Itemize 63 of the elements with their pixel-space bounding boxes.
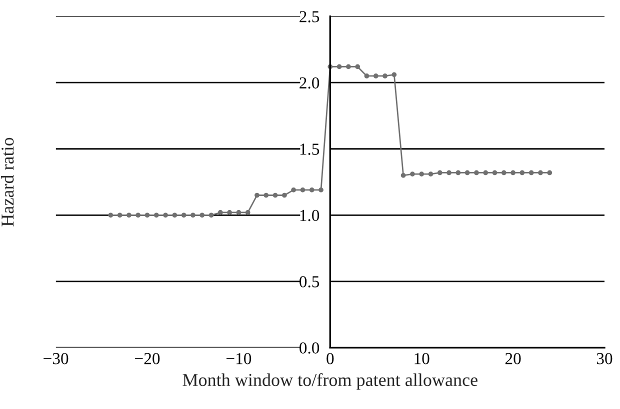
x-tick-label: −10 bbox=[226, 352, 252, 364]
point bbox=[510, 170, 516, 176]
point bbox=[419, 172, 424, 176]
y-tick-label: 1.0 bbox=[300, 210, 320, 222]
point bbox=[336, 64, 342, 70]
point bbox=[464, 170, 470, 176]
x-axis-title: Month window to/from patent allowance bbox=[182, 373, 478, 390]
point bbox=[318, 188, 324, 192]
point bbox=[428, 172, 434, 176]
point bbox=[108, 212, 114, 218]
point bbox=[117, 212, 122, 218]
point bbox=[218, 210, 223, 215]
point bbox=[520, 170, 525, 176]
point bbox=[291, 188, 296, 192]
point bbox=[456, 170, 461, 176]
point bbox=[446, 170, 452, 176]
point bbox=[144, 212, 150, 218]
point bbox=[227, 210, 232, 215]
point bbox=[136, 212, 141, 218]
point bbox=[154, 212, 159, 218]
point bbox=[172, 212, 178, 218]
point bbox=[538, 170, 543, 176]
point bbox=[355, 64, 360, 70]
point bbox=[254, 192, 260, 198]
y-tick-label: 2.0 bbox=[300, 77, 320, 89]
point bbox=[410, 172, 415, 176]
point bbox=[190, 212, 196, 218]
point bbox=[245, 210, 250, 215]
point bbox=[382, 74, 388, 78]
point bbox=[364, 74, 370, 78]
point bbox=[126, 212, 132, 218]
point bbox=[400, 172, 406, 178]
point bbox=[437, 170, 442, 176]
y-axis-title: Hazard ratio bbox=[1, 138, 14, 226]
y-tick-label: 2.5 bbox=[300, 11, 320, 22]
x-tick-label: 10 bbox=[414, 352, 430, 364]
point bbox=[181, 212, 186, 218]
x-tick-label: −30 bbox=[44, 352, 68, 364]
point bbox=[236, 210, 242, 215]
x-tick-label: −20 bbox=[135, 352, 160, 364]
x-tick-label: 0 bbox=[326, 352, 334, 364]
point bbox=[547, 170, 552, 176]
point bbox=[528, 170, 534, 176]
point bbox=[474, 170, 479, 176]
point bbox=[373, 74, 378, 78]
point bbox=[346, 64, 351, 70]
point bbox=[264, 192, 269, 198]
point bbox=[483, 170, 488, 176]
y-tick-label: 0.5 bbox=[300, 276, 320, 288]
point bbox=[272, 192, 278, 198]
point bbox=[282, 192, 287, 198]
point bbox=[392, 72, 397, 78]
point bbox=[309, 188, 314, 192]
point bbox=[501, 170, 506, 176]
x-tick-label: 30 bbox=[596, 352, 612, 364]
y-tick-label: 0.0 bbox=[300, 342, 320, 354]
point bbox=[200, 212, 205, 218]
point bbox=[300, 188, 306, 192]
point bbox=[492, 170, 498, 176]
point bbox=[163, 212, 168, 218]
point bbox=[208, 212, 214, 218]
x-tick-label: 20 bbox=[505, 352, 521, 364]
y-tick-label: 1.5 bbox=[300, 144, 320, 155]
